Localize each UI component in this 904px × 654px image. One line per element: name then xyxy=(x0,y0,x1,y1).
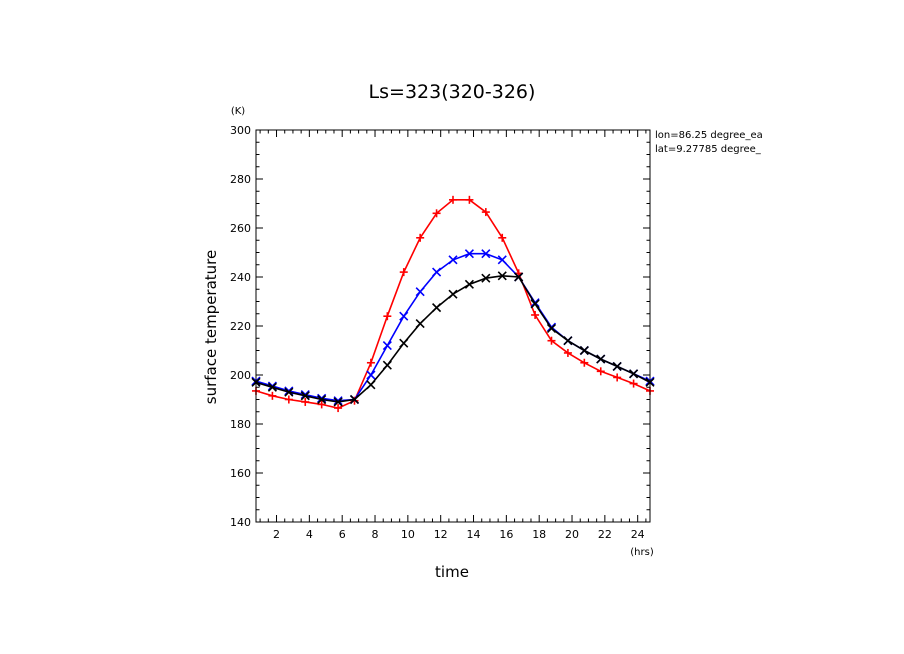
x-tick-label-2: 6 xyxy=(339,528,346,541)
data-point-2-17 xyxy=(530,299,540,309)
y-tick-label-7: 280 xyxy=(230,173,251,186)
x-tick-label-3: 8 xyxy=(372,528,379,541)
data-point-0-4 xyxy=(317,400,326,409)
annotation-lat: lat=9.27785 degree_ xyxy=(655,144,762,155)
series-line-0 xyxy=(255,199,651,409)
data-point-1-7 xyxy=(366,370,376,380)
data-point-0-6 xyxy=(350,396,359,405)
x-tick-label-9: 20 xyxy=(565,528,579,541)
y-axis-title: surface temperature xyxy=(202,250,220,405)
data-point-0-19 xyxy=(563,348,572,357)
x-tick-label-10: 22 xyxy=(598,528,612,541)
data-point-2-19 xyxy=(563,336,573,346)
data-point-0-15 xyxy=(498,233,507,242)
data-point-1-10 xyxy=(415,287,425,297)
chart-title: Ls=323(320-326) xyxy=(369,81,536,103)
x-axis-title: time xyxy=(435,563,469,581)
data-point-2-22 xyxy=(612,361,622,371)
data-point-1-2 xyxy=(284,386,294,396)
data-point-2-6 xyxy=(349,394,360,405)
x-tick-label-4: 10 xyxy=(401,528,415,541)
plot-frame xyxy=(255,129,651,523)
x-unit-label: (hrs) xyxy=(630,547,654,558)
plot-marks xyxy=(251,195,655,413)
data-point-0-9 xyxy=(399,268,408,277)
y-tick-label-1: 160 xyxy=(230,467,251,480)
data-point-2-5 xyxy=(333,397,343,407)
x-tick-label-7: 16 xyxy=(499,528,513,541)
y-tick-label-0: 140 xyxy=(230,516,251,529)
data-point-1-8 xyxy=(382,341,392,351)
y-unit-label: (K) xyxy=(231,106,245,117)
series-line-1 xyxy=(255,252,651,402)
x-tick-label-6: 14 xyxy=(467,528,481,541)
y-tick-label-8: 300 xyxy=(230,124,251,137)
data-point-0-23 xyxy=(629,379,638,388)
data-point-2-4 xyxy=(317,394,327,405)
data-point-0-11 xyxy=(432,209,441,218)
y-tick-label-5: 240 xyxy=(230,271,251,284)
data-point-1-15 xyxy=(497,255,507,265)
data-point-2-18 xyxy=(546,323,557,334)
data-point-0-22 xyxy=(613,373,622,382)
data-point-1-12 xyxy=(448,255,458,265)
data-point-2-15 xyxy=(497,271,507,281)
data-point-0-17 xyxy=(531,310,540,319)
data-point-0-14 xyxy=(481,208,490,217)
data-point-0-20 xyxy=(580,358,589,367)
data-point-2-14 xyxy=(481,273,491,283)
data-point-1-3 xyxy=(300,390,310,400)
data-point-2-1 xyxy=(267,382,277,392)
data-point-2-3 xyxy=(300,391,310,401)
y-tick-label-3: 200 xyxy=(230,369,251,382)
data-point-0-8 xyxy=(383,312,392,321)
y-tick-label-4: 220 xyxy=(230,320,251,333)
data-point-0-7 xyxy=(366,358,375,367)
data-point-2-13 xyxy=(464,279,474,289)
data-point-1-9 xyxy=(399,311,409,321)
data-point-0-12 xyxy=(449,195,457,204)
data-point-0-21 xyxy=(596,367,605,376)
data-point-0-5 xyxy=(334,404,343,413)
data-point-0-18 xyxy=(547,336,556,345)
data-point-2-20 xyxy=(579,345,589,356)
x-tick-label-0: 2 xyxy=(273,528,280,541)
data-point-1-4 xyxy=(317,393,327,403)
data-point-2-12 xyxy=(448,289,458,299)
x-tick-label-5: 12 xyxy=(434,528,448,541)
data-point-2-2 xyxy=(284,387,294,397)
data-point-0-13 xyxy=(465,195,474,204)
data-point-0-1 xyxy=(268,391,277,400)
data-point-0-10 xyxy=(416,233,425,242)
data-point-1-11 xyxy=(432,267,442,277)
data-point-2-7 xyxy=(366,380,376,390)
data-point-2-8 xyxy=(382,360,392,370)
data-point-1-14 xyxy=(481,249,491,259)
x-tick-label-8: 18 xyxy=(532,528,546,541)
annotation-lon: lon=86.25 degree_ea xyxy=(655,130,763,141)
data-point-2-10 xyxy=(415,318,425,329)
data-point-2-23 xyxy=(629,369,639,379)
data-point-2-11 xyxy=(432,303,442,313)
data-point-0-2 xyxy=(284,395,293,404)
x-tick-label-1: 4 xyxy=(306,528,313,541)
data-point-2-16 xyxy=(514,272,524,282)
data-point-1-13 xyxy=(464,249,474,259)
y-tick-label-6: 260 xyxy=(230,222,251,235)
data-point-2-21 xyxy=(596,354,606,364)
y-tick-label-2: 180 xyxy=(230,418,251,431)
data-point-2-9 xyxy=(399,338,409,348)
data-point-1-5 xyxy=(333,396,343,406)
x-tick-label-11: 24 xyxy=(631,528,645,541)
data-point-0-3 xyxy=(301,397,310,406)
